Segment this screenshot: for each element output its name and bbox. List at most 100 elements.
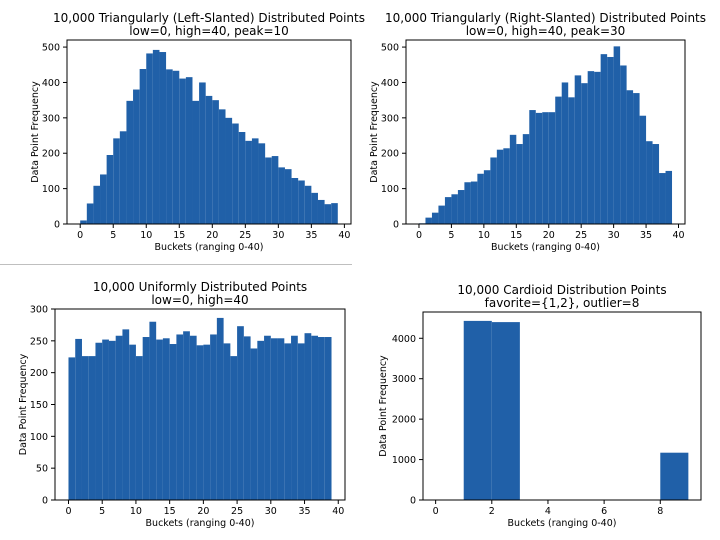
chart4-y-tick-label: 4000 [392,334,416,345]
chart2-x-tick-label: 0 [416,230,422,241]
chart1-bar [284,169,292,224]
chart1-bar [324,204,332,224]
chart2-plot-frame [405,39,686,225]
chart2-x-tick-label: 25 [575,230,587,241]
chart1-bar [139,69,147,224]
chart2-bar [477,173,484,224]
chart4-x-axis-label: Buckets (ranging 0-40) [508,518,617,529]
chart1-bar [298,180,305,224]
chart2-bar [561,82,569,224]
chart4-plot-frame [422,311,702,501]
chart3-x-tick-label: 25 [231,506,243,517]
chart3-bar [311,335,319,500]
chart4-y-tick-label: 1000 [392,455,416,466]
chart1-bar [172,70,180,225]
chart3-bar [216,317,224,500]
chart1-x-tick-label: 5 [110,230,116,241]
chart2-bar [516,144,523,224]
chart1-y-tick-label: 400 [42,78,60,89]
panel-divider [0,264,352,265]
chart3-bar [210,334,217,500]
chart3-bar [75,338,82,500]
chart1-bar [192,100,200,224]
chart1-x-tick-label: 30 [272,230,284,241]
chart1-bar [304,185,312,224]
chart4-bar [660,452,689,500]
chart3-bar [108,340,116,500]
chart2-y-tick-label: 200 [381,149,399,160]
chart1-bar [80,220,87,224]
chart2-bar [607,56,614,224]
chart4-x-tick-label: 8 [657,506,663,517]
chart4-bar [491,322,520,500]
chart1-bar [291,178,299,224]
chart3-x-tick-label: 20 [197,506,209,517]
chart2-x-tick-label: 10 [478,230,490,241]
chart3-y-tick-label: 50 [36,464,48,475]
chart1-title: 10,000 Triangularly (Left-Slanted) Distr… [53,11,365,25]
chart1-x-tick-label: 35 [305,230,317,241]
chart3-y-tick-label: 0 [42,496,48,507]
chart1-x-tick-label: 0 [77,230,83,241]
chart2-x-axis-label: Buckets (ranging 0-40) [491,242,600,253]
chart2-bar [574,75,582,224]
chart1-x-tick-label: 25 [239,230,251,241]
chart1-bar [133,89,140,225]
chart3-bar [162,338,170,500]
chart2-bar [431,212,439,224]
chart2-x-tick-label: 5 [448,230,454,241]
chart1-bar [93,185,101,224]
chart3-bar [122,329,130,500]
chart3-bar [189,335,197,500]
chart2-title: 10,000 Triangularly (Right-Slanted) Dist… [385,11,706,25]
chart2-bar [639,115,647,224]
chart2-bar [613,46,621,224]
chart3-y-axis-label: Data Point Frequency [18,353,29,455]
chart3-x-tick-label: 40 [332,506,344,517]
chart1-bar [218,109,226,224]
chart1-bar [311,192,318,224]
chart2-bar [457,190,465,224]
chart2-bar [581,83,588,225]
chart3-x-tick-label: 35 [298,506,310,517]
chart3-y-tick-label: 200 [30,368,48,379]
chart3-bar [169,344,177,500]
chart1-bar [199,82,206,224]
chart2-x-tick-label: 15 [510,230,522,241]
chart3-y-tick-label: 100 [30,432,48,443]
chart2-y-tick-label: 300 [381,113,399,124]
chart1-bar [258,143,266,224]
chart1-plot-frame [66,39,352,225]
chart2-bar [522,134,530,224]
chart2-x-tick-label: 40 [672,230,684,241]
chart4-y-tick-label: 3000 [392,374,416,385]
chart2-bar [548,112,556,224]
chart3-bar [277,338,285,500]
chart1-bar [185,77,193,225]
chart2-bar [600,54,608,225]
chart1-y-tick-label: 500 [42,43,60,54]
chart1-bar [317,199,325,224]
chart1-x-tick-label: 10 [140,230,152,241]
chart2-bar [652,144,660,224]
chart3-bar [196,345,204,500]
chart3-bar [270,338,278,500]
chart2-bar [665,170,673,224]
chart2-bar [503,148,510,224]
chart3-bar [68,357,76,500]
chart2-bar [509,134,517,224]
chart2-x-tick-label: 30 [608,230,620,241]
chart2-x-tick-label: 20 [543,230,555,241]
chart3-bar [284,343,292,500]
chart1-bar [271,156,279,224]
chart3-y-tick-label: 250 [30,336,48,347]
chart1-x-tick-label: 15 [173,230,185,241]
chart3-bar [81,356,89,500]
chart3-bar [203,344,211,500]
chart3-x-tick-label: 30 [265,506,277,517]
chart3-bar [318,337,325,500]
chart3-bar [176,334,184,500]
chart4-x-tick-label: 6 [601,506,607,517]
chart3-bar [297,343,305,500]
chart2-bar [659,173,666,224]
